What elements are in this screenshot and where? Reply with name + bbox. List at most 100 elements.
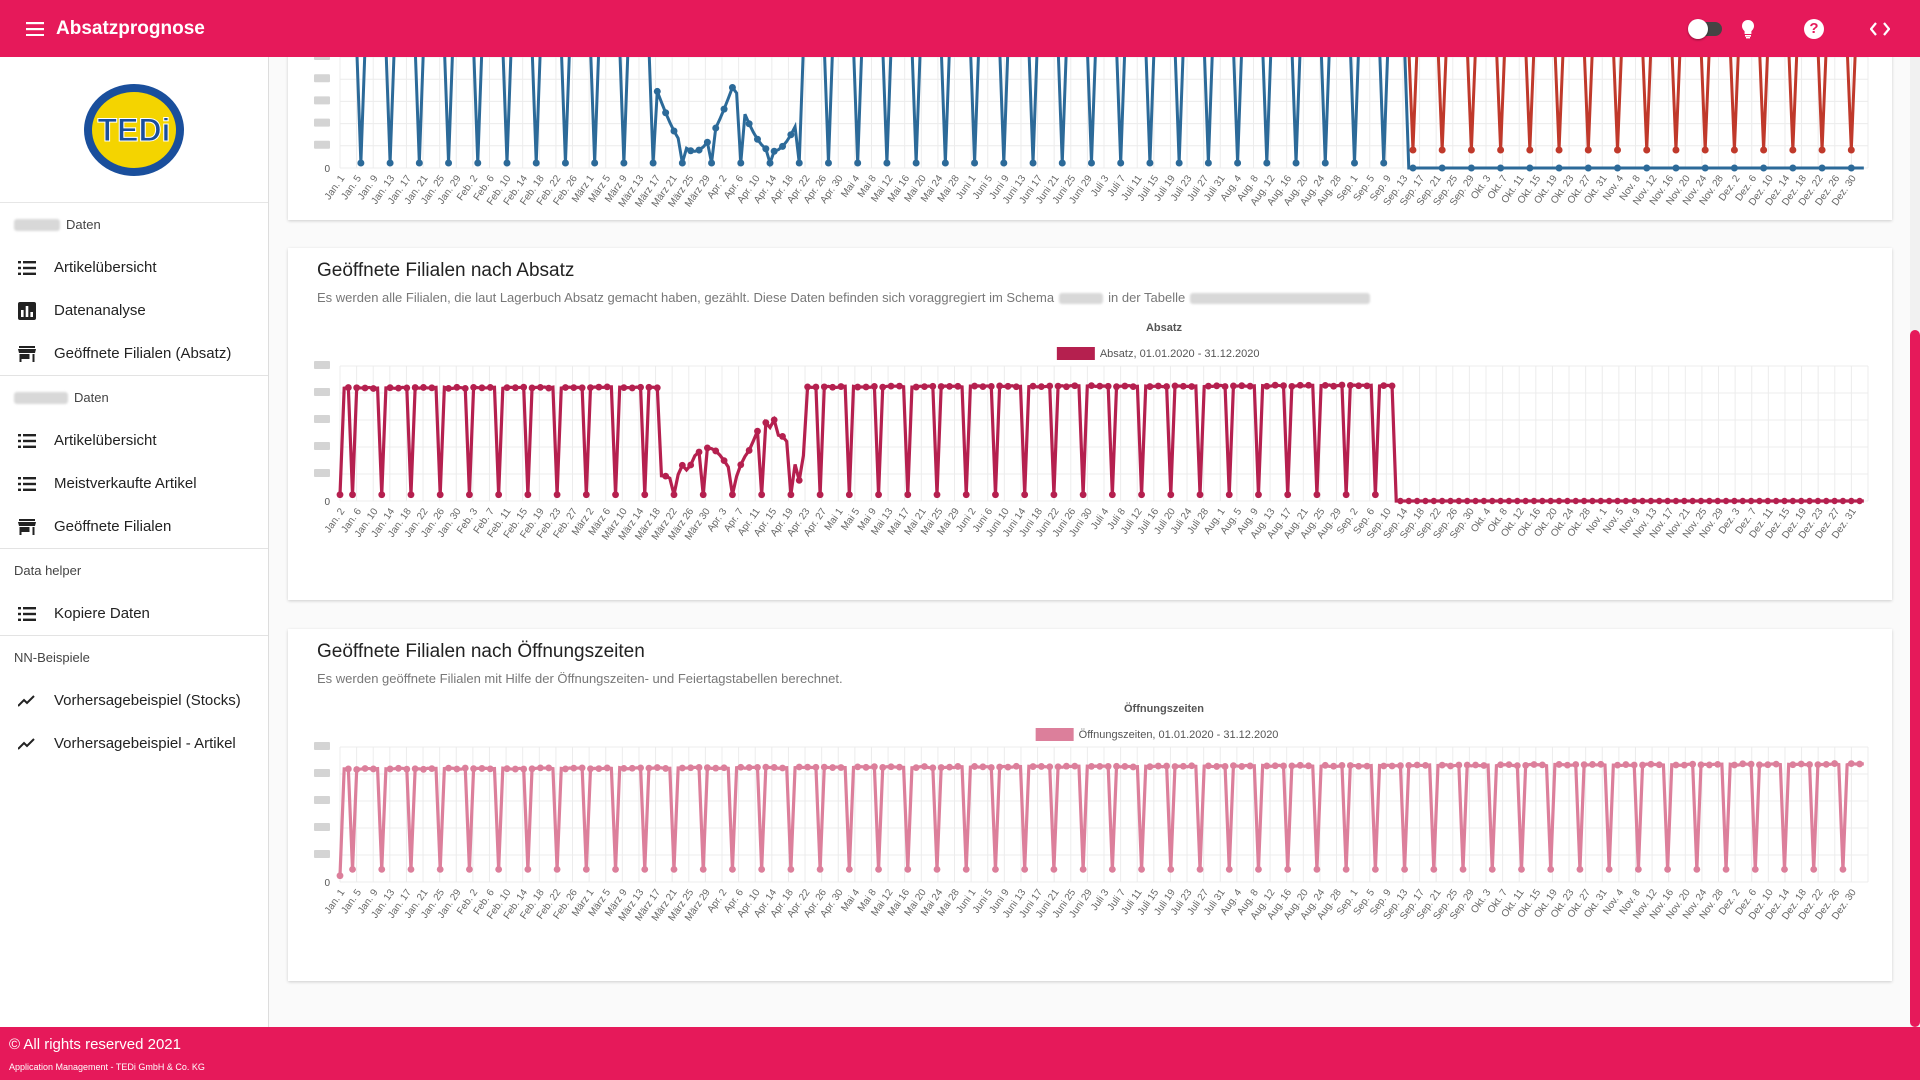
data-point	[954, 763, 962, 770]
data-point	[779, 433, 786, 440]
data-point	[1756, 497, 1763, 505]
section-header-4: NN-Beispiele	[14, 650, 90, 665]
data-point	[762, 145, 770, 153]
data-point	[1459, 865, 1467, 873]
data-point	[1847, 146, 1855, 154]
data-point	[1847, 760, 1855, 768]
data-point	[770, 147, 778, 155]
data-point	[1814, 497, 1822, 505]
code-icon[interactable]	[1868, 17, 1892, 41]
data-point	[1714, 497, 1721, 505]
lightbulb-icon[interactable]	[1736, 17, 1760, 41]
data-point	[411, 765, 419, 773]
data-point	[1113, 762, 1120, 770]
data-point	[420, 384, 427, 391]
y-tick-label: 0	[324, 164, 330, 175]
help-button[interactable]: ?	[1802, 17, 1826, 41]
data-point	[641, 491, 649, 499]
data-point	[1288, 382, 1296, 390]
scrollbar-thumb[interactable]	[1910, 330, 1920, 1027]
y-tick-label-blurred	[314, 442, 330, 450]
sidebar-item-datenanalyse[interactable]: Datenanalyse	[0, 289, 268, 332]
data-point	[1605, 497, 1613, 505]
data-point	[461, 384, 469, 392]
sidebar-item-kopiere-daten[interactable]: Kopiere Daten	[0, 592, 268, 635]
section-header-1: Daten	[0, 203, 268, 246]
data-point	[1063, 383, 1070, 391]
data-point	[1747, 760, 1755, 768]
data-point	[344, 384, 352, 391]
data-point	[762, 419, 770, 427]
sidebar-item-geoeffnete-filialen-absatz[interactable]: Geöffnete Filialen (Absatz)	[0, 332, 268, 375]
data-point	[503, 384, 511, 391]
sidebar-item-artikeluebersicht[interactable]: Artikelübersicht	[0, 246, 268, 289]
data-point	[1467, 146, 1475, 154]
data-point	[495, 491, 503, 499]
data-point	[1797, 760, 1805, 768]
data-point	[1614, 164, 1622, 172]
data-point	[779, 142, 787, 150]
theme-toggle[interactable]	[1688, 18, 1722, 39]
data-point	[1463, 761, 1471, 769]
data-point	[478, 384, 486, 392]
data-point	[1263, 159, 1271, 167]
data-point	[1012, 383, 1020, 391]
sidebar-item-label: Artikelübersicht	[54, 259, 157, 276]
data-point	[896, 382, 903, 390]
data-point	[1050, 865, 1058, 873]
data-point	[887, 382, 895, 390]
data-point	[1522, 761, 1530, 769]
data-point	[1342, 491, 1350, 499]
data-point	[1497, 164, 1505, 172]
data-point	[695, 448, 703, 456]
data-point	[820, 763, 828, 771]
data-point	[1204, 159, 1212, 167]
data-point	[1701, 164, 1709, 172]
data-point	[1138, 865, 1145, 873]
data-point	[1530, 497, 1538, 505]
sidebar-item-meistverkaufte-artikel[interactable]: Meistverkaufte Artikel	[0, 462, 268, 505]
data-point	[1405, 761, 1413, 769]
data-point	[1280, 762, 1287, 770]
data-point	[1196, 491, 1204, 499]
sidebar-item-artikeluebersicht-2[interactable]: Artikelübersicht	[0, 419, 268, 462]
data-point	[1497, 146, 1505, 154]
data-point	[912, 764, 920, 772]
data-point	[1422, 761, 1429, 769]
data-point	[1108, 491, 1116, 499]
data-point	[979, 763, 987, 771]
sidebar-item-geoeffnete-filialen[interactable]: Geöffnete Filialen	[0, 505, 268, 548]
data-point	[1296, 761, 1304, 769]
data-point	[1772, 497, 1780, 505]
data-point	[1292, 159, 1300, 167]
data-point	[1146, 763, 1154, 771]
menu-icon[interactable]	[20, 14, 50, 44]
data-point	[1321, 382, 1329, 389]
data-point	[1789, 761, 1797, 769]
data-point	[395, 384, 402, 392]
data-point	[1505, 497, 1513, 505]
list-icon	[16, 257, 38, 279]
data-point	[1597, 760, 1605, 768]
data-point	[361, 765, 369, 772]
data-point	[653, 764, 661, 771]
data-point	[1263, 762, 1271, 770]
data-point	[1371, 491, 1379, 499]
data-point	[578, 384, 586, 392]
data-point	[1388, 762, 1396, 770]
data-point	[1689, 760, 1697, 768]
data-point	[1831, 760, 1839, 767]
data-point	[1580, 497, 1588, 505]
data-point	[1280, 382, 1287, 390]
data-point	[453, 765, 461, 773]
data-point	[553, 865, 561, 873]
store-icon	[16, 343, 38, 365]
chart-title: Öffnungszeiten	[1124, 702, 1204, 715]
data-point	[1555, 146, 1563, 154]
sidebar-item-vorhersage-artikel[interactable]: Vorhersagebeispiel - Artikel	[0, 722, 268, 765]
data-point	[929, 764, 937, 772]
data-point	[386, 765, 394, 773]
data-point	[854, 763, 862, 771]
sidebar-item-vorhersage-stocks[interactable]: Vorhersagebeispiel (Stocks)	[0, 679, 268, 722]
